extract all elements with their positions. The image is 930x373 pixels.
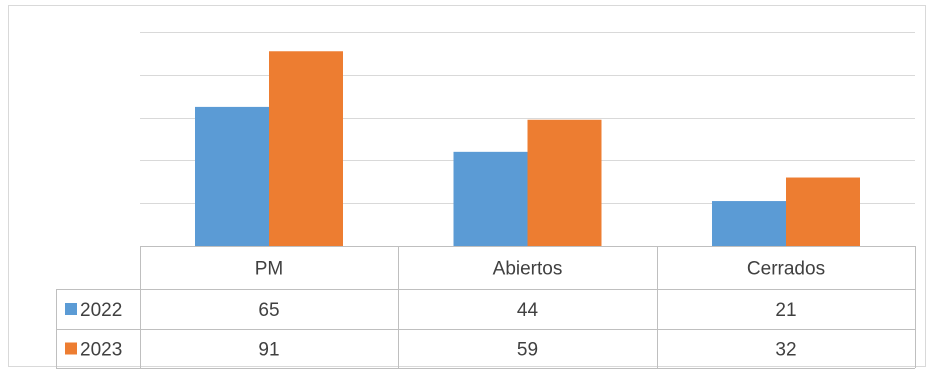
bar-2023-pm	[269, 51, 343, 247]
table-value: 21	[775, 300, 796, 321]
bar-2022-abiertos	[453, 151, 528, 246]
table-value: 32	[775, 340, 796, 361]
table-value: 65	[258, 300, 279, 321]
legend-swatch	[65, 303, 77, 315]
legend-swatch	[65, 342, 77, 355]
bar-2023-cerrados	[786, 177, 860, 246]
table-value: 59	[517, 340, 538, 361]
data-table: PM Abiertos Cerrados 2022 65 44 21 2023 91 59 32	[56, 246, 916, 369]
bar-2022-pm	[195, 106, 269, 247]
category-label: Cerrados	[747, 259, 825, 280]
table-value: 91	[258, 340, 279, 361]
series-label: 2023	[80, 340, 122, 361]
category-label: PM	[255, 259, 284, 280]
bar-2023-abiertos	[527, 119, 602, 246]
bar-2022-cerrados	[712, 201, 786, 246]
bars	[195, 51, 860, 247]
series-label: 2022	[80, 300, 122, 321]
category-label: Abiertos	[493, 259, 563, 280]
table-value: 44	[517, 300, 539, 321]
